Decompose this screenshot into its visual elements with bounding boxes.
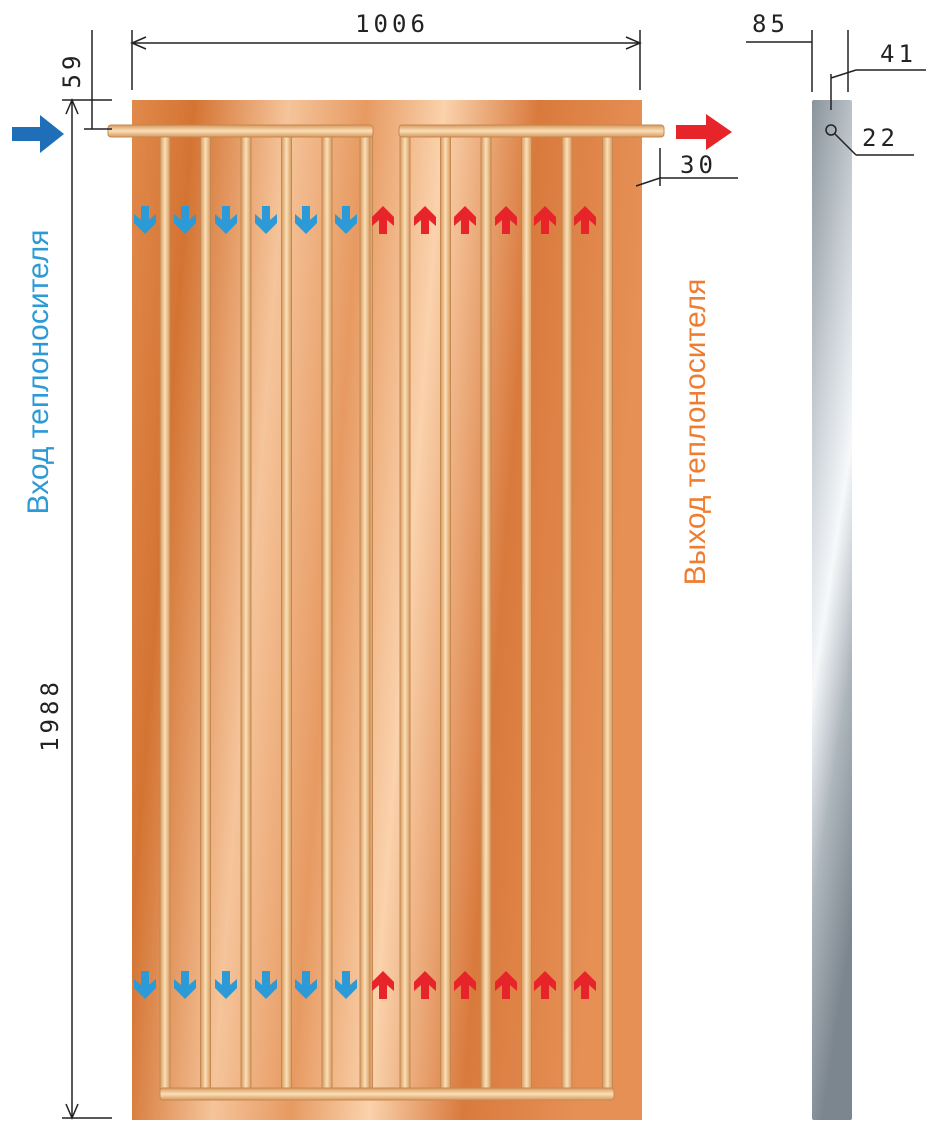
dimension-height bbox=[62, 98, 112, 1120]
flow-up-arrow-icon bbox=[574, 206, 596, 234]
dimension-side-depth-label: 85 bbox=[752, 10, 789, 38]
riser-tube bbox=[602, 130, 613, 1095]
inlet-label: Вход теплоносителя bbox=[22, 230, 55, 515]
riser-tube bbox=[159, 130, 171, 1095]
flow-down-arrow-icon bbox=[295, 971, 317, 999]
dimension-width-label: 1006 bbox=[355, 10, 429, 38]
flow-up-arrow-icon bbox=[495, 971, 517, 999]
riser-tube bbox=[480, 130, 492, 1095]
flow-up-arrow-icon bbox=[534, 206, 556, 234]
dimension-edge-offset-label: 30 bbox=[680, 151, 717, 179]
flow-up-arrow-icon bbox=[414, 206, 436, 234]
riser-tube bbox=[359, 130, 371, 1095]
absorber-panel bbox=[132, 100, 642, 1120]
flow-up-arrow-icon bbox=[414, 971, 436, 999]
flow-down-arrow-icon bbox=[335, 971, 357, 999]
flow-down-arrow-icon bbox=[174, 206, 196, 234]
flow-down-arrow-icon bbox=[335, 206, 357, 234]
flow-up-arrow-icon bbox=[454, 971, 476, 999]
flow-down-arrow-icon bbox=[174, 971, 196, 999]
flow-up-arrow-icon bbox=[454, 206, 476, 234]
dimension-side-depth bbox=[746, 30, 849, 92]
flow-down-arrow-icon bbox=[295, 206, 317, 234]
pipe-section-icon bbox=[825, 124, 837, 136]
dimension-header-offset bbox=[62, 30, 112, 130]
dimension-height-label: 1988 bbox=[36, 678, 64, 752]
dimension-pipe-diameter bbox=[834, 133, 914, 156]
dimension-edge-offset bbox=[635, 148, 738, 187]
riser-tube bbox=[521, 130, 532, 1095]
riser-tube bbox=[321, 130, 333, 1095]
dimension-pipe-diameter-label: 22 bbox=[862, 124, 899, 152]
riser-tube bbox=[281, 130, 292, 1095]
side-profile-bar bbox=[812, 100, 852, 1120]
outlet-label: Выход теплоносителя bbox=[679, 279, 712, 586]
riser-tube bbox=[440, 130, 451, 1095]
flow-down-arrow-icon bbox=[134, 971, 156, 999]
flow-down-arrow-icon bbox=[255, 206, 277, 234]
bottom-header-pipe bbox=[159, 1087, 615, 1101]
dimension-header-offset-label: 59 bbox=[58, 52, 86, 89]
flow-down-arrow-icon bbox=[215, 971, 237, 999]
flow-down-arrow-icon bbox=[255, 971, 277, 999]
dimension-width bbox=[130, 30, 642, 90]
outlet-arrow-icon bbox=[676, 114, 732, 150]
riser-tube bbox=[200, 130, 211, 1095]
flow-up-arrow-icon bbox=[534, 971, 556, 999]
dimension-pipe-offset-label: 41 bbox=[880, 40, 917, 68]
flow-down-arrow-icon bbox=[134, 206, 156, 234]
flow-arrows bbox=[134, 206, 596, 999]
flow-up-arrow-icon bbox=[372, 971, 394, 999]
inlet-arrow-icon bbox=[12, 115, 64, 153]
outlet-header-pipe bbox=[398, 124, 665, 138]
flow-up-arrow-icon bbox=[574, 971, 596, 999]
riser-tube bbox=[399, 130, 411, 1095]
riser-tube bbox=[240, 130, 252, 1095]
flow-up-arrow-icon bbox=[495, 206, 517, 234]
riser-tube bbox=[561, 130, 573, 1095]
flow-up-arrow-icon bbox=[372, 206, 394, 234]
inlet-header-pipe bbox=[107, 124, 374, 138]
dimension-pipe-offset bbox=[830, 69, 926, 110]
flow-down-arrow-icon bbox=[215, 206, 237, 234]
